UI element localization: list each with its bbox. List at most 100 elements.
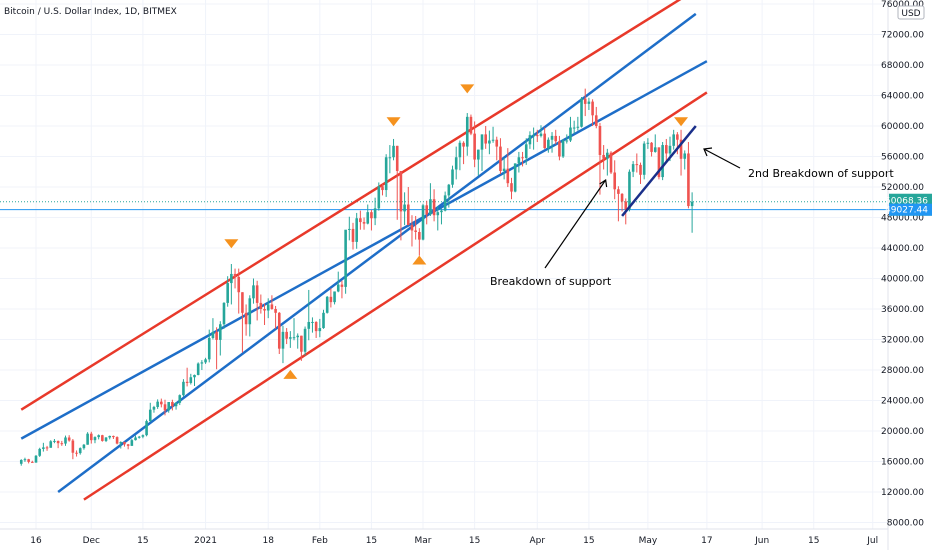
candle-body	[565, 140, 569, 142]
y-axis[interactable]: 8000.00 12000.00 16000.00 20000.00 24000.00 2…	[881, 0, 924, 550]
candle-body	[392, 145, 395, 158]
candle	[60, 440, 64, 446]
candle	[19, 459, 23, 466]
candle-body	[322, 312, 325, 329]
candle	[200, 360, 204, 370]
annotation-arrow-line	[544, 179, 607, 269]
candle	[207, 329, 211, 363]
candle-body	[160, 401, 163, 405]
candle	[532, 127, 535, 150]
currency-badge[interactable]: USD	[897, 5, 925, 20]
candle-body	[432, 199, 436, 216]
candle-body	[130, 440, 134, 446]
y-tick-label: 16000.00	[881, 458, 924, 468]
candle	[141, 434, 145, 439]
candle-body	[547, 139, 550, 149]
candle	[71, 439, 75, 460]
candle	[528, 131, 532, 149]
candle	[362, 217, 366, 230]
candle	[64, 435, 67, 446]
last-price-label: 50068.36	[885, 197, 928, 207]
candle	[454, 146, 458, 180]
candle	[602, 145, 605, 170]
candle-body	[259, 302, 263, 309]
candle-body	[366, 212, 370, 224]
candle-body	[277, 312, 281, 349]
candle	[145, 419, 148, 437]
candle	[351, 222, 355, 250]
candle	[690, 192, 694, 233]
candle	[78, 447, 82, 455]
candle-body	[222, 302, 226, 325]
candle-body	[528, 135, 532, 145]
candle-body	[502, 168, 506, 171]
candle-body	[274, 309, 277, 313]
candle-body	[617, 189, 620, 194]
annotation-arrow-line	[703, 148, 741, 169]
candle	[491, 126, 495, 143]
candle-body	[167, 402, 170, 411]
candle	[336, 271, 340, 293]
candle	[642, 141, 646, 180]
candle	[49, 440, 53, 448]
candle-body	[418, 231, 421, 240]
candle	[429, 183, 432, 216]
candle-body	[465, 116, 469, 147]
candle-body	[78, 448, 82, 454]
candle	[432, 189, 436, 222]
candle	[344, 229, 347, 294]
candle	[554, 129, 558, 145]
x-axis[interactable]: 16 Dec 15 2021 18 Feb 15 Mar 15 Apr 15 May 17 Jun 15 Ju…	[0, 528, 888, 546]
candle-body	[395, 145, 399, 171]
candle	[403, 192, 406, 226]
candle	[414, 215, 417, 240]
x-tick-label: 15	[583, 536, 594, 546]
candle-body	[532, 135, 535, 137]
candle-body	[351, 228, 355, 242]
candle-body	[23, 459, 27, 461]
channel-inner-lower-line	[57, 12, 697, 494]
candle	[451, 165, 454, 188]
candle	[53, 439, 56, 444]
candle-body	[425, 205, 429, 215]
candle-body	[178, 395, 182, 403]
candle	[373, 197, 377, 226]
y-tick-label: 28000.00	[881, 366, 924, 376]
candle-body	[436, 212, 440, 216]
candle-body	[521, 157, 524, 159]
channel-outer-upper-line	[20, 0, 682, 411]
candle	[480, 134, 484, 171]
candle-body	[458, 142, 462, 158]
candle-body	[311, 321, 314, 323]
candle	[510, 177, 513, 200]
y-tick-label: 52000.00	[881, 183, 924, 193]
candle-body	[171, 402, 174, 407]
candle-body	[64, 437, 67, 444]
candle-body	[661, 145, 664, 178]
candle	[31, 460, 34, 463]
candle-body	[572, 127, 576, 129]
candle-body	[211, 331, 215, 338]
candle-body	[97, 435, 100, 438]
candle	[237, 268, 241, 314]
candle-body	[38, 448, 41, 456]
candle-body	[454, 157, 458, 170]
candle-body	[421, 205, 425, 240]
candle-body	[42, 447, 45, 449]
candle	[613, 160, 617, 200]
currency-badge-label: USD	[901, 9, 920, 19]
y-tick-label: 44000.00	[881, 244, 924, 254]
candle-body	[266, 304, 270, 311]
candle	[101, 434, 104, 442]
candle	[325, 296, 329, 314]
candle-body	[152, 406, 156, 410]
candle	[676, 132, 679, 155]
x-tick-label: 16	[30, 536, 42, 546]
candle-body	[145, 421, 148, 436]
candle	[488, 130, 491, 155]
candle-body	[112, 435, 115, 438]
candle-body	[569, 127, 572, 141]
candle-body	[451, 169, 454, 185]
annotation-arrow-head	[599, 178, 608, 188]
